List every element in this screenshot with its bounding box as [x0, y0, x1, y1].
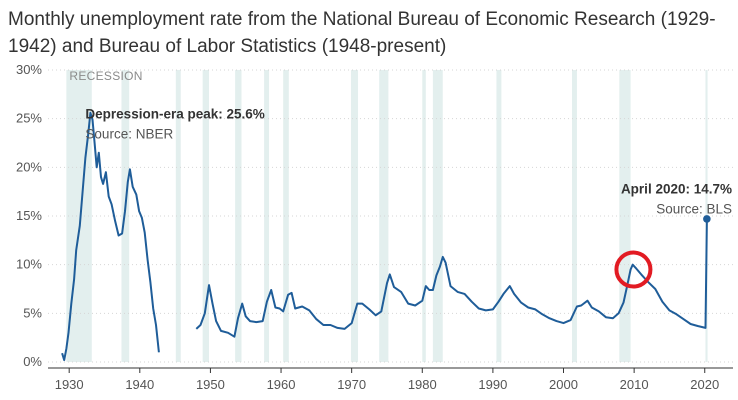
recession-label: RECESSION — [69, 69, 142, 83]
recession-band-8 — [379, 70, 389, 362]
y-tick-label: 25% — [16, 111, 42, 126]
y-tick-label: 15% — [16, 208, 42, 223]
x-tick-label: 1990 — [478, 377, 507, 392]
annotation-title-0: Depression-era peak: 25.6% — [85, 107, 264, 122]
y-tick-label: 10% — [16, 257, 42, 272]
april-2020-point — [703, 215, 711, 223]
recession-band-7 — [350, 70, 359, 362]
x-tick-label: 1940 — [125, 377, 154, 392]
x-tick-label: 1970 — [337, 377, 366, 392]
y-tick-label: 0% — [23, 354, 42, 369]
series-line-nber — [61, 111, 160, 362]
y-axis: 0% 5% 10% 15% 20% 25% 30% — [16, 62, 42, 369]
chart-title: Monthly unemployment rate from the Natio… — [8, 9, 716, 57]
annotations: Depression-era peak: 25.6% Source: NBER Ap… — [85, 107, 732, 217]
recession-band-6 — [283, 70, 289, 362]
x-tick-label: 1950 — [196, 377, 225, 392]
series-line-bls — [195, 218, 708, 338]
recession-band-5 — [264, 70, 270, 362]
x-axis: 1930 1940 1950 1960 1970 1980 1990 2000 2010 2020 — [48, 367, 733, 392]
recession-band-2 — [175, 70, 181, 362]
annotation-source-0: Source: NBER — [85, 127, 173, 142]
annotation-title-1: April 2020: 14.7% — [621, 182, 732, 197]
x-tick-label: 1980 — [408, 377, 437, 392]
annotation-source-1: Source: BLS — [656, 202, 732, 217]
x-tick-label: 1930 — [55, 377, 84, 392]
y-tick-label: 30% — [16, 62, 42, 77]
y-tick-label: 5% — [23, 305, 42, 320]
x-tick-label: 2020 — [690, 377, 719, 392]
recession-band-3 — [202, 70, 210, 362]
highlight-ring — [614, 250, 653, 289]
series-lines — [61, 111, 711, 362]
recession-band-11 — [496, 70, 502, 362]
recession-band-10 — [432, 70, 443, 362]
recession-band-12 — [571, 70, 577, 362]
x-tick-label: 2010 — [620, 377, 649, 392]
x-tick-label: 1960 — [267, 377, 296, 392]
highlight-circle — [614, 250, 653, 289]
y-tick-label: 20% — [16, 159, 42, 174]
recession-band-4 — [235, 70, 242, 362]
x-tick-label: 2000 — [549, 377, 578, 392]
